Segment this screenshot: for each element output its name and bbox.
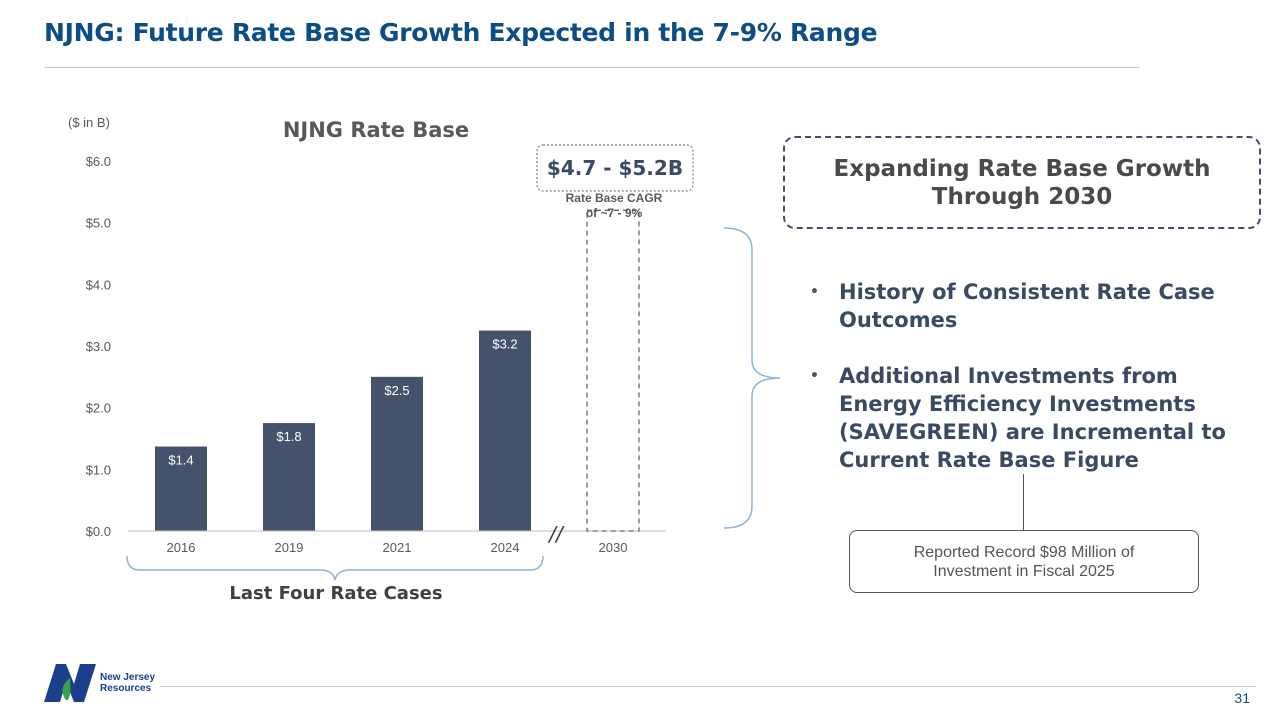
projection-range-label: $4.7 - $5.2B — [547, 156, 683, 180]
y-tick-label: $0.0 — [86, 524, 111, 539]
logo-line-2: Resources — [100, 683, 152, 694]
x-tick-label: 2021 — [383, 540, 412, 555]
axis-break-mark: // — [547, 522, 565, 546]
note-connector — [1023, 474, 1024, 530]
title-divider — [44, 67, 1140, 68]
logo-line-1: New Jersey — [100, 672, 156, 683]
callout-line-1: Expanding Rate Base Growth — [833, 155, 1211, 182]
x-tick-label: 2024 — [491, 540, 520, 555]
projected-bar — [586, 209, 640, 532]
y-tick-label: $1.0 — [86, 462, 111, 477]
bullet-dot-icon: • — [810, 368, 819, 384]
bullet-item: • Additional Investments from Energy Effi… — [810, 364, 1226, 472]
bullet-dot-icon: • — [810, 284, 819, 300]
bar — [371, 376, 423, 531]
bar — [155, 446, 207, 531]
company-logo: New Jersey Resources — [44, 664, 155, 702]
chart-title: NJNG Rate Base — [283, 118, 469, 142]
callout-line-2: Through 2030 — [931, 183, 1113, 210]
y-tick-label: $3.0 — [86, 339, 111, 354]
cagr-note: Rate Base CAGR — [566, 191, 663, 205]
page-title: NJNG: Future Rate Base Growth Expected i… — [44, 18, 878, 47]
bar-value-label: $1.4 — [168, 453, 193, 468]
rate-cases-bracket — [126, 555, 544, 581]
y-tick-label: $4.0 — [86, 277, 111, 292]
projection-label-box — [536, 144, 694, 192]
bar — [263, 423, 315, 531]
cagr-note: of ~7 - 9% — [586, 206, 643, 220]
bullet-item: • History of Consistent Rate Case Outcome… — [810, 280, 1215, 332]
page-number: 31 — [1234, 690, 1250, 706]
x-tick-label: 2030 — [599, 540, 628, 555]
bar-value-label: $2.5 — [384, 383, 409, 398]
njr-logo-icon — [44, 664, 96, 702]
unit-label: ($ in B) — [68, 115, 110, 130]
bar-value-label: $3.2 — [492, 337, 517, 352]
rate-base-chart: $0.0 $1.0 $2.0 $3.0 $4.0 $5.0 $6.0 ($ in B) NJNG… — [68, 115, 780, 604]
y-tick-label: $6.0 — [86, 154, 111, 169]
x-tick-label: 2019 — [275, 540, 304, 555]
growth-callout: Expanding Rate Base Growth Through 2030 — [783, 136, 1261, 229]
x-tick-label: 2016 — [167, 540, 196, 555]
y-tick-label: $5.0 — [86, 216, 111, 231]
bullet-brace — [723, 227, 780, 529]
investment-note: Reported Record $98 Million of Investmen… — [849, 530, 1199, 593]
bracket-label: Last Four Rate Cases — [229, 583, 442, 604]
bar-value-label: $1.8 — [276, 429, 301, 444]
footer-divider — [160, 686, 1256, 687]
y-tick-label: $2.0 — [86, 401, 111, 416]
bar — [479, 330, 531, 531]
bullet-list: • History of Consistent Rate Case Outcome… — [810, 278, 1250, 502]
